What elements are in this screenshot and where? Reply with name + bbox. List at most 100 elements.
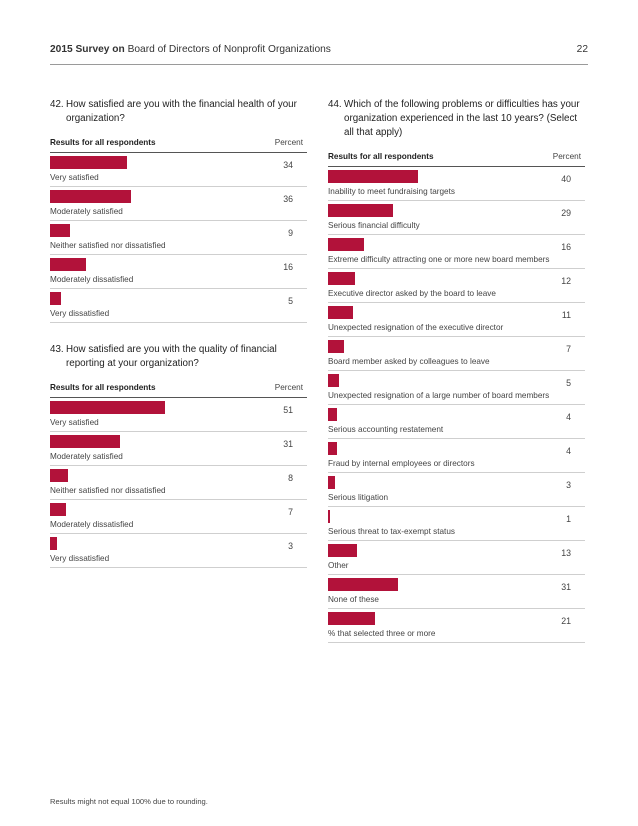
result-bar (328, 272, 355, 285)
result-label: Serious threat to tax-exempt status (328, 527, 455, 536)
result-value: 51 (283, 405, 293, 415)
result-row: 21 % that selected three or more (328, 609, 585, 643)
header-title: Board of Directors of Nonprofit Organiza… (127, 44, 331, 55)
result-value: 1 (566, 514, 571, 524)
result-bar (328, 170, 418, 183)
result-bar (50, 503, 66, 516)
result-value: 16 (561, 242, 571, 252)
results-header: Results for all respondents Percent (328, 150, 585, 167)
result-label: Unexpected resignation of a large number… (328, 391, 550, 400)
question-number: 44. (328, 99, 342, 110)
result-label: Moderately dissatisfied (50, 520, 134, 529)
page-header: 2015 Survey on Board of Directors of Non… (50, 44, 588, 65)
question-text: 43. How satisfied are you with the qualit… (50, 343, 307, 371)
result-bar (328, 442, 337, 455)
result-value: 3 (288, 541, 293, 551)
result-bar (328, 612, 376, 625)
result-label: Neither satisfied nor dissatisfied (50, 486, 166, 495)
result-label: Moderately satisfied (50, 452, 123, 461)
result-row: 34 Very satisfied (50, 153, 307, 187)
question-text: 42. How satisfied are you with the financ… (50, 98, 307, 126)
result-label: Other (328, 561, 349, 570)
page-number: 22 (576, 44, 588, 55)
result-bar (328, 204, 394, 217)
result-row: 51 Very satisfied (50, 398, 307, 432)
result-label: Serious accounting restatement (328, 425, 444, 434)
results-subtitle: Results for all respondents (50, 138, 156, 147)
result-value: 34 (283, 160, 293, 170)
result-value: 21 (561, 616, 571, 626)
result-label: Serious financial difficulty (328, 221, 420, 230)
percent-column-label: Percent (274, 383, 303, 392)
result-row: 11 Unexpected resignation of the executiv… (328, 303, 585, 337)
result-row: 31 Moderately satisfied (50, 432, 307, 466)
results-subtitle: Results for all respondents (328, 152, 434, 161)
result-label: Inability to meet fundraising targets (328, 187, 455, 196)
result-row: 12 Executive director asked by the board … (328, 269, 585, 303)
question-44: 44. Which of the following problems or di… (328, 98, 585, 643)
result-row: 40 Inability to meet fundraising targets (328, 167, 585, 201)
result-value: 40 (561, 174, 571, 184)
result-value: 31 (283, 439, 293, 449)
result-row: 16 Extreme difficulty attracting one or m… (328, 235, 585, 269)
question-42: 42. How satisfied are you with the financ… (50, 98, 307, 323)
result-value: 36 (283, 194, 293, 204)
question-text: 44. Which of the following problems or di… (328, 98, 585, 140)
question-title: How satisfied are you with the quality o… (66, 344, 277, 369)
result-label: Very satisfied (50, 418, 99, 427)
result-row: 31 None of these (328, 575, 585, 609)
result-bar (50, 401, 165, 414)
question-number: 43. (50, 344, 64, 355)
result-row: 29 Serious financial difficulty (328, 201, 585, 235)
result-row: 13 Other (328, 541, 585, 575)
result-row: 9 Neither satisfied nor dissatisfied (50, 221, 307, 255)
result-label: Fraud by internal employees or directors (328, 459, 475, 468)
question-title: Which of the following problems or diffi… (344, 99, 580, 138)
result-bar (328, 510, 331, 523)
result-value: 8 (288, 473, 293, 483)
result-bar (328, 306, 353, 319)
result-bar (328, 340, 344, 353)
result-bar (50, 258, 86, 271)
result-bar (328, 578, 398, 591)
result-value: 12 (561, 276, 571, 286)
result-bar (328, 374, 340, 387)
result-value: 5 (566, 378, 571, 388)
result-row: 8 Neither satisfied nor dissatisfied (50, 466, 307, 500)
result-label: Neither satisfied nor dissatisfied (50, 241, 166, 250)
result-value: 13 (561, 548, 571, 558)
result-value: 7 (288, 507, 293, 517)
result-label: Very satisfied (50, 173, 99, 182)
result-value: 9 (288, 228, 293, 238)
results-header: Results for all respondents Percent (50, 136, 307, 153)
result-row: 3 Very dissatisfied (50, 534, 307, 568)
result-label: Unexpected resignation of the executive … (328, 323, 504, 332)
result-label: Serious litigation (328, 493, 389, 502)
result-bar (328, 408, 337, 421)
question-number: 42. (50, 99, 64, 110)
result-bar (50, 156, 127, 169)
result-label: Executive director asked by the board to… (328, 289, 496, 298)
result-row: 4 Serious accounting restatement (328, 405, 585, 439)
results-header: Results for all respondents Percent (50, 381, 307, 398)
result-label: Extreme difficulty attracting one or mor… (328, 255, 550, 264)
result-label: % that selected three or more (328, 629, 436, 638)
result-value: 11 (561, 310, 571, 320)
footnote: Results might not equal 100% due to roun… (50, 797, 208, 806)
result-value: 4 (566, 412, 571, 422)
result-bar (50, 292, 62, 305)
left-column: 42. How satisfied are you with the financ… (50, 98, 307, 568)
result-row: 16 Moderately dissatisfied (50, 255, 307, 289)
result-value: 3 (566, 480, 571, 490)
result-row: 5 Unexpected resignation of a large numbe… (328, 371, 585, 405)
result-value: 29 (561, 208, 571, 218)
result-row: 1 Serious threat to tax-exempt status (328, 507, 585, 541)
result-value: 7 (566, 344, 571, 354)
right-column: 44. Which of the following problems or di… (328, 98, 585, 643)
result-bar (50, 537, 57, 550)
result-bar (328, 476, 335, 489)
result-bar (50, 469, 68, 482)
result-value: 31 (561, 582, 571, 592)
result-value: 16 (283, 262, 293, 272)
result-row: 36 Moderately satisfied (50, 187, 307, 221)
